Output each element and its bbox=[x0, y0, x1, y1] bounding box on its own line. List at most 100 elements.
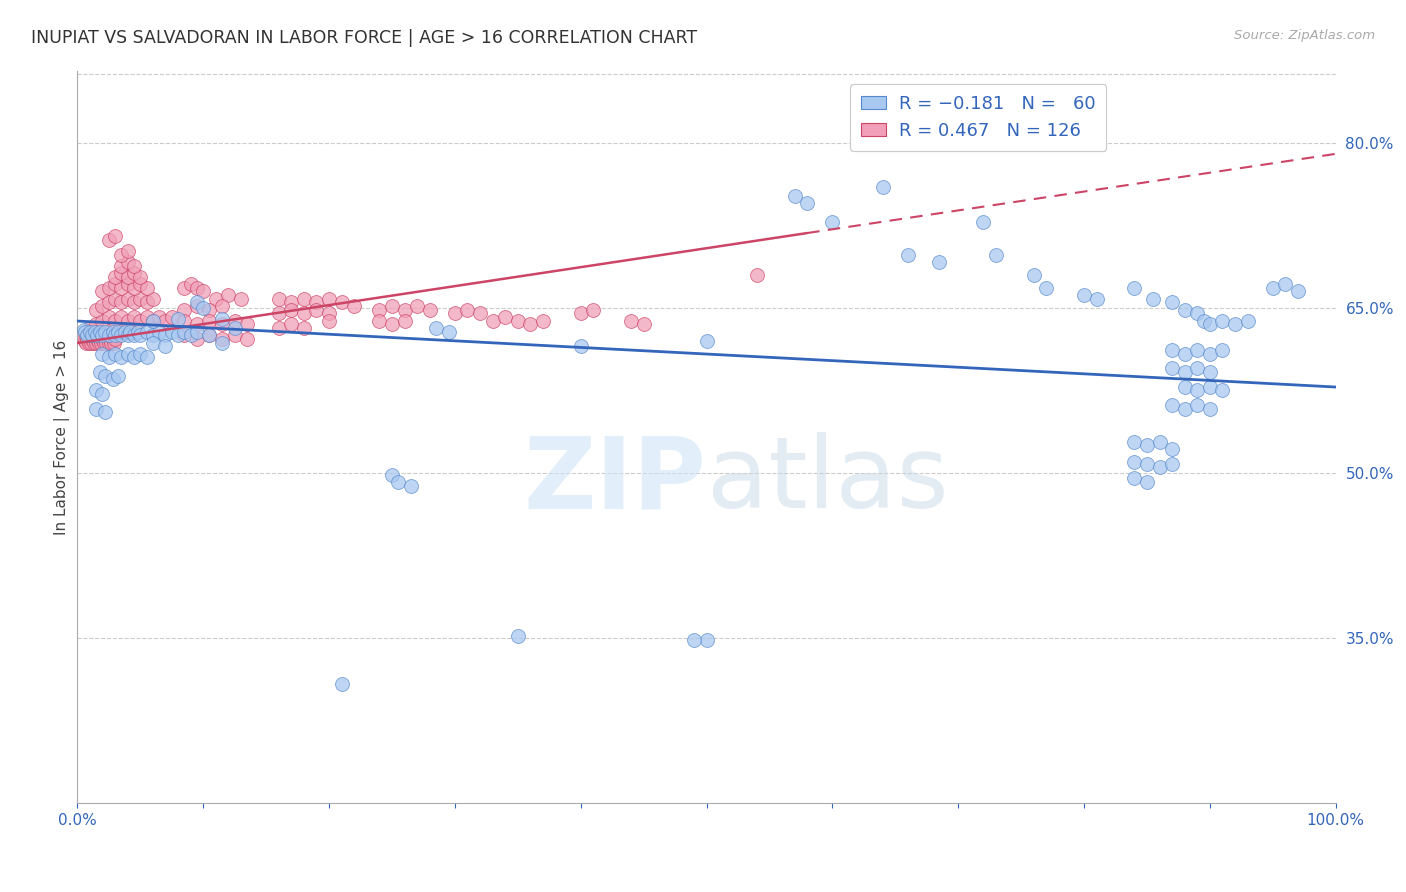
Point bbox=[381, 299, 404, 313]
Point bbox=[633, 318, 655, 332]
Point bbox=[93, 336, 115, 351]
Point bbox=[318, 292, 340, 306]
Point bbox=[94, 332, 117, 346]
Point bbox=[97, 295, 120, 310]
Point bbox=[1142, 292, 1164, 306]
Point bbox=[97, 281, 120, 295]
Point bbox=[1161, 442, 1184, 456]
Point bbox=[796, 196, 818, 211]
Point bbox=[117, 314, 139, 328]
Point bbox=[100, 336, 122, 351]
Point bbox=[77, 336, 100, 351]
Point bbox=[204, 292, 226, 306]
Point bbox=[82, 332, 104, 346]
Point bbox=[186, 332, 208, 346]
Point bbox=[167, 328, 190, 343]
Point bbox=[437, 325, 460, 339]
Point bbox=[79, 320, 101, 334]
Point bbox=[897, 248, 920, 262]
Point bbox=[1174, 303, 1197, 318]
Point bbox=[122, 328, 145, 343]
Point bbox=[1149, 435, 1171, 450]
Point bbox=[142, 314, 165, 328]
Point bbox=[84, 303, 107, 318]
Point bbox=[444, 306, 467, 320]
Point bbox=[267, 306, 290, 320]
Point bbox=[1123, 455, 1146, 469]
Point bbox=[117, 270, 139, 285]
Point bbox=[1187, 384, 1209, 398]
Point bbox=[696, 334, 718, 348]
Point bbox=[236, 332, 259, 346]
Point bbox=[87, 336, 110, 351]
Point bbox=[76, 328, 98, 343]
Point bbox=[1211, 314, 1233, 328]
Point bbox=[110, 259, 132, 273]
Point bbox=[104, 332, 127, 346]
Point bbox=[82, 328, 104, 343]
Point bbox=[191, 285, 215, 299]
Point bbox=[167, 311, 190, 326]
Point bbox=[91, 332, 114, 346]
Point bbox=[267, 320, 290, 334]
Point bbox=[224, 314, 246, 328]
Point bbox=[104, 292, 127, 306]
Text: INUPIAT VS SALVADORAN IN LABOR FORCE | AGE > 16 CORRELATION CHART: INUPIAT VS SALVADORAN IN LABOR FORCE | A… bbox=[31, 29, 697, 46]
Point bbox=[569, 306, 592, 320]
Point bbox=[97, 336, 120, 351]
Point bbox=[104, 229, 127, 244]
Point bbox=[1136, 438, 1159, 452]
Point bbox=[972, 215, 994, 229]
Point bbox=[117, 277, 139, 291]
Point bbox=[280, 303, 302, 318]
Point bbox=[330, 295, 353, 310]
Point bbox=[1187, 343, 1209, 357]
Point bbox=[142, 336, 165, 351]
Point bbox=[305, 295, 328, 310]
Point bbox=[1123, 471, 1146, 485]
Point bbox=[506, 314, 529, 328]
Point bbox=[84, 402, 107, 417]
Point bbox=[148, 310, 170, 324]
Point bbox=[76, 332, 98, 346]
Point bbox=[110, 351, 132, 365]
Point bbox=[186, 295, 208, 310]
Point bbox=[90, 336, 112, 351]
Point bbox=[198, 303, 221, 318]
Point bbox=[1022, 268, 1045, 282]
Point bbox=[148, 325, 170, 339]
Point bbox=[783, 188, 806, 202]
Point bbox=[1274, 277, 1296, 291]
Point bbox=[1198, 318, 1220, 332]
Point bbox=[101, 372, 124, 386]
Point bbox=[97, 310, 120, 324]
Point bbox=[1198, 365, 1220, 379]
Point bbox=[620, 314, 643, 328]
Point bbox=[1192, 314, 1215, 328]
Point bbox=[110, 248, 132, 262]
Point bbox=[1136, 457, 1159, 471]
Point bbox=[110, 266, 132, 280]
Point bbox=[211, 318, 233, 332]
Point bbox=[506, 629, 529, 643]
Point bbox=[211, 336, 233, 351]
Legend: R = −0.181   N =   60, R = 0.467   N = 126: R = −0.181 N = 60, R = 0.467 N = 126 bbox=[851, 84, 1107, 151]
Point bbox=[110, 310, 132, 324]
Point bbox=[180, 328, 202, 343]
Point bbox=[1085, 292, 1108, 306]
Point bbox=[1174, 365, 1197, 379]
Point bbox=[122, 281, 145, 295]
Point bbox=[1187, 398, 1209, 412]
Point bbox=[84, 318, 107, 332]
Point bbox=[135, 310, 157, 324]
Point bbox=[1123, 281, 1146, 295]
Point bbox=[84, 384, 107, 398]
Point bbox=[155, 328, 177, 343]
Point bbox=[1187, 306, 1209, 320]
Point bbox=[224, 320, 246, 334]
Point bbox=[481, 314, 503, 328]
Point bbox=[73, 325, 96, 339]
Point bbox=[97, 328, 120, 343]
Point bbox=[117, 328, 139, 343]
Point bbox=[94, 405, 117, 419]
